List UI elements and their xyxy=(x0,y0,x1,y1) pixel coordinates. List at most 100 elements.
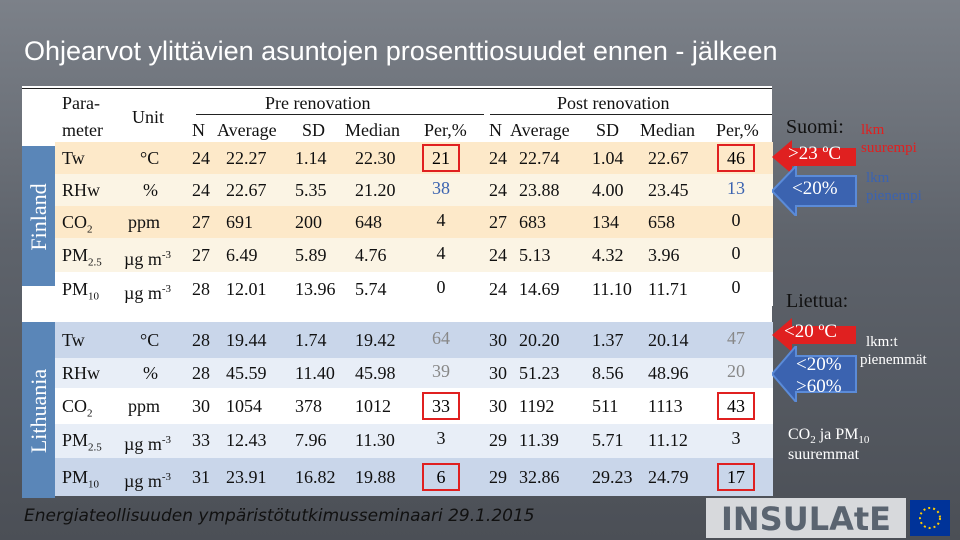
header-param-line1: Para- xyxy=(62,93,100,113)
lithuania-row-post-cell: 24.79 xyxy=(648,467,689,487)
unit-text: °C xyxy=(140,330,160,350)
logo-text: INSULAtE xyxy=(721,500,891,538)
lithuania-row-bg xyxy=(55,358,773,388)
unit-text: ppm xyxy=(128,396,161,416)
lithuania-row-bg xyxy=(55,388,773,424)
co2-note-1: CO2 ja PM10 xyxy=(788,426,870,447)
lithuania-row-pre-percent: 39 xyxy=(432,361,450,381)
lithuania-row-pre-cell: 1012 xyxy=(355,396,391,416)
header-post-per: Per,% xyxy=(716,120,759,140)
suomi-red-arrow-icon xyxy=(772,140,856,174)
header-post-n: N xyxy=(489,120,502,140)
header-top-line xyxy=(22,88,772,89)
co2-note-2: suuremmat xyxy=(788,446,860,463)
finland-row-post-cell: 23.88 xyxy=(519,180,560,200)
lithuania-row-post-cell: 20.20 xyxy=(519,330,560,350)
finland-row-pre-cell: 12.01 xyxy=(226,279,267,299)
liettua-blue-arrow-icon xyxy=(772,346,857,402)
finland-row-post-cell: 11.10 xyxy=(592,279,632,299)
finland-row-post-percent: 0 xyxy=(731,243,741,263)
lithuania-row-pre-percent: 33 xyxy=(422,392,460,420)
liettua-blue-label-1: <20% xyxy=(796,354,842,375)
header-pre-line xyxy=(196,114,484,115)
lithuania-row-post-cell: 30 xyxy=(489,396,507,416)
finland-row-pre-cell: 1.14 xyxy=(295,148,327,168)
liettua-note-2: pienemmät xyxy=(860,352,927,368)
unit-text: % xyxy=(143,363,158,383)
lithuania-row-post-cell: 8.56 xyxy=(592,363,624,383)
unit-text: µg m xyxy=(124,249,162,269)
lithuania-row-pre-cell: 11.30 xyxy=(355,430,395,450)
finland-row-post-percent: 13 xyxy=(727,178,745,198)
liettua-title: Liettua: xyxy=(786,290,849,312)
lithuania-row-post-cell: 1113 xyxy=(648,396,683,416)
lithuania-row-pre-percent: 6 xyxy=(422,463,460,491)
lithuania-row-pre-cell: 23.91 xyxy=(226,467,267,487)
lithuania-row-post-cell: 29 xyxy=(489,467,507,487)
param-text: PM xyxy=(62,430,89,450)
finland-row-pre-cell: 5.89 xyxy=(295,245,327,265)
lithuania-row-pre-cell: 1.74 xyxy=(295,330,327,350)
param-text: RHw xyxy=(62,180,101,200)
finland-row-pre-percent: 4 xyxy=(436,243,446,263)
finland-row-post-cell: 4.00 xyxy=(592,180,624,200)
unit-text: ppm xyxy=(128,212,161,232)
finland-row-post-cell: 683 xyxy=(519,212,546,232)
unit-superscript: -3 xyxy=(161,249,172,261)
liettua-red-label: <20 ºC xyxy=(784,321,838,342)
lithuania-row-post-percent: 3 xyxy=(731,428,741,448)
param-subscript: 2 xyxy=(87,407,93,420)
lithuania-row-param: PM2.5 xyxy=(62,429,102,459)
finland-row-post-cell: 24 xyxy=(489,279,507,299)
finland-row-unit: % xyxy=(143,179,158,201)
finland-row-pre-percent: 0 xyxy=(436,277,446,297)
param-text: CO xyxy=(62,212,88,232)
lithuania-row-post-cell: 48.96 xyxy=(648,363,689,383)
finland-row-post-cell: 11.71 xyxy=(648,279,688,299)
lithuania-row-pre-percent: 3 xyxy=(436,428,446,448)
lithuania-row-post-cell: 5.71 xyxy=(592,430,624,450)
lithuania-row-pre-cell: 31 xyxy=(192,467,210,487)
lithuania-row-post-cell: 51.23 xyxy=(519,363,560,383)
slide-title: Ohjearvot ylittävien asuntojen prosentti… xyxy=(24,36,778,66)
suomi-red-note-1: lkm xyxy=(861,122,885,138)
header-post: Post renovation xyxy=(557,93,670,113)
header-post-sd: SD xyxy=(596,120,620,140)
finland-row-pre-cell: 22.67 xyxy=(226,180,267,200)
unit-superscript: -3 xyxy=(161,471,172,483)
finland-row-post-cell: 14.69 xyxy=(519,279,560,299)
finland-row-pre-percent: 4 xyxy=(436,210,446,230)
finland-row-pre-cell: 5.74 xyxy=(355,279,387,299)
lithuania-row-pre-cell: 45.59 xyxy=(226,363,267,383)
unit-text: µg m xyxy=(124,471,162,491)
liettua-note-1: lkm:t xyxy=(866,334,898,350)
suomi-red-note-2: suurempi xyxy=(861,140,917,156)
finland-row-param: PM2.5 xyxy=(62,244,102,274)
finland-row-unit: µg m-3 xyxy=(124,278,171,304)
finland-row-param: CO2 xyxy=(62,211,93,241)
param-text: PM xyxy=(62,467,89,487)
finland-sidebar xyxy=(22,146,55,286)
lithuania-row-param: RHw xyxy=(62,362,100,384)
unit-text: µg m xyxy=(124,434,162,454)
finland-row-param: PM10 xyxy=(62,278,99,308)
finland-row-post-cell: 5.13 xyxy=(519,245,551,265)
lithuania-sidebar xyxy=(22,322,55,498)
finland-row-unit: µg m-3 xyxy=(124,244,171,270)
header-post-median: Median xyxy=(640,120,695,140)
unit-superscript: -3 xyxy=(161,434,172,446)
suomi-blue-label: <20% xyxy=(792,178,838,199)
finland-row-pre-cell: 24 xyxy=(192,148,210,168)
finland-row-param: Tw xyxy=(62,147,85,169)
finland-row-pre-cell: 691 xyxy=(226,212,253,232)
lithuania-row-bg xyxy=(55,322,773,358)
lithuania-row-bg xyxy=(55,424,773,458)
finland-row-unit: ppm xyxy=(128,211,160,233)
lithuania-row-post-cell: 11.12 xyxy=(648,430,688,450)
lithuania-row-post-cell: 32.86 xyxy=(519,467,560,487)
unit-text: % xyxy=(143,180,158,200)
lithuania-row-post-cell: 1192 xyxy=(519,396,555,416)
lithuania-row-pre-cell: 19.44 xyxy=(226,330,267,350)
param-text: PM xyxy=(62,279,89,299)
suomi-blue-note-2: pienempi xyxy=(866,188,922,204)
